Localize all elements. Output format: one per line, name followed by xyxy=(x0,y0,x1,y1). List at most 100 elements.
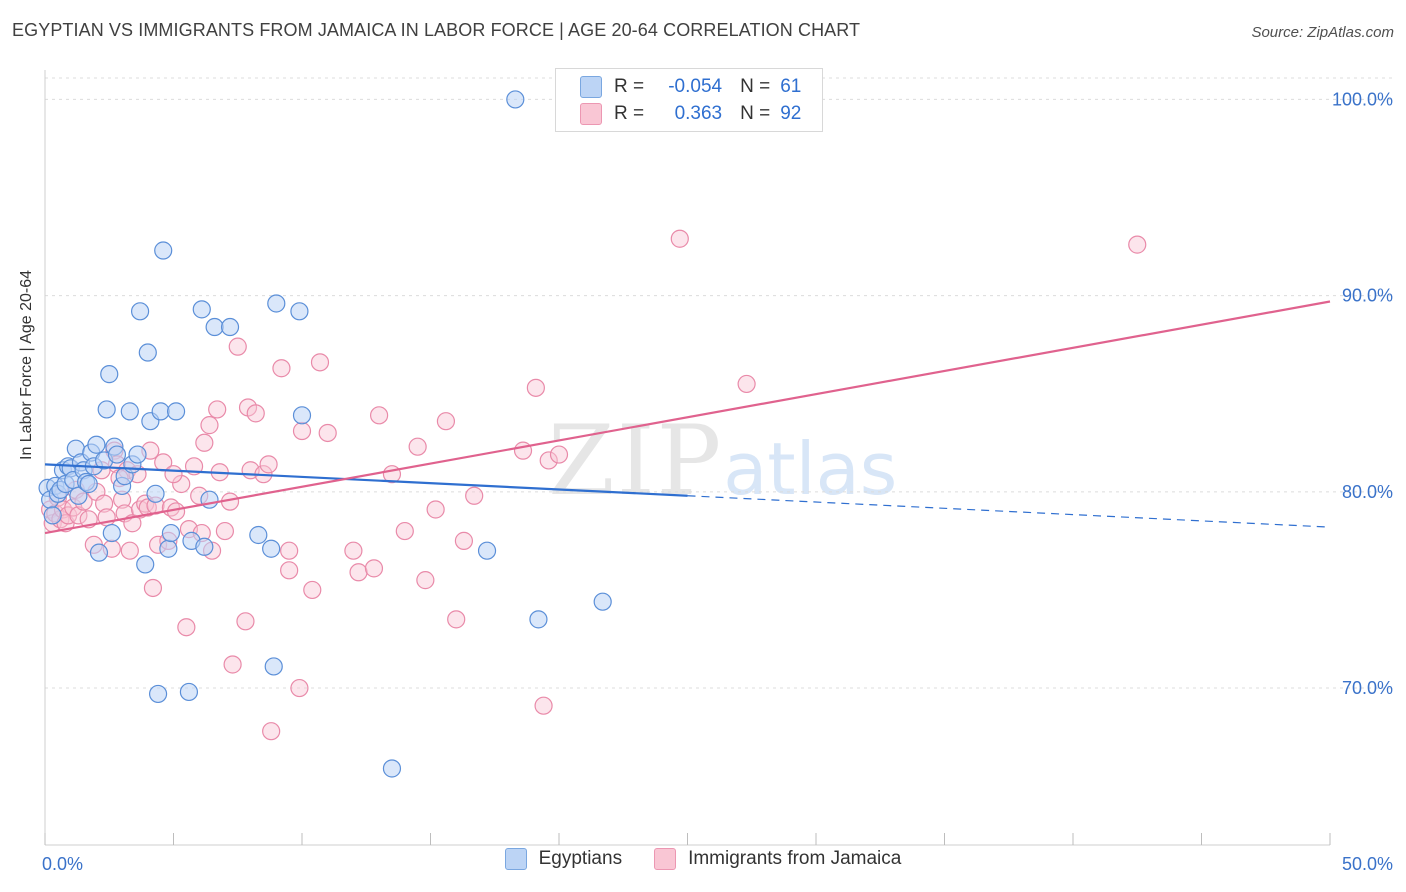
egyptians-point xyxy=(161,523,181,543)
jamaica-point xyxy=(513,441,533,460)
watermark-atlas: atlas xyxy=(723,427,898,511)
egyptians-point xyxy=(159,539,178,558)
egyptians-point xyxy=(154,241,173,260)
jamaica-point xyxy=(95,494,114,513)
jamaica-point xyxy=(143,578,163,598)
egyptians-point xyxy=(506,90,525,109)
egyptians-point xyxy=(97,400,116,419)
jamaica-point xyxy=(280,541,299,560)
jamaica-point xyxy=(526,378,545,397)
r-value: 0.363 xyxy=(674,103,723,124)
jamaica-point xyxy=(395,521,414,541)
jamaica-point xyxy=(208,400,227,419)
stats-row-egyptians: R = -0.054 N = 61 xyxy=(580,75,801,99)
jamaica-point xyxy=(426,500,445,519)
egyptians-trend-extension xyxy=(687,495,1331,528)
egyptians-point xyxy=(146,484,165,503)
jamaica-point xyxy=(236,612,255,631)
jamaica-point xyxy=(215,521,234,541)
jamaica-point xyxy=(259,455,278,474)
egyptians-point xyxy=(529,610,548,629)
watermark-zip: ZIP xyxy=(548,405,724,517)
r-label: R = xyxy=(614,103,645,124)
jamaica-point xyxy=(534,696,553,715)
jamaica-point xyxy=(549,445,569,464)
egyptians-legend-swatch xyxy=(504,848,527,870)
jamaica-point xyxy=(303,580,322,600)
jamaica-point xyxy=(364,559,384,578)
jamaica-point xyxy=(172,474,191,494)
y-tick-label: 80.0% xyxy=(1342,482,1393,502)
legend-label-jamaica: Immigrants from Jamaica xyxy=(688,848,902,869)
jamaica-point xyxy=(272,359,291,378)
egyptians-trend-line xyxy=(44,463,688,497)
jamaica-point xyxy=(436,412,456,431)
egyptians-point xyxy=(477,541,497,560)
jamaica-point xyxy=(120,541,139,560)
jamaica-point xyxy=(164,465,183,484)
jamaica-point xyxy=(416,571,435,590)
n-label: N = xyxy=(740,76,771,97)
egyptians-point xyxy=(290,302,309,321)
egyptians-point xyxy=(69,486,88,505)
egyptians-point xyxy=(192,300,211,319)
egyptians-point xyxy=(382,759,402,778)
legend-item-jamaica[interactable]: Immigrants from Jamaica xyxy=(654,848,901,870)
jamaica-point xyxy=(454,531,474,550)
jamaica-point xyxy=(349,563,368,582)
legend-label-egyptians: Egyptians xyxy=(538,848,623,869)
egyptians-point xyxy=(262,539,281,558)
jamaica-point xyxy=(670,229,689,248)
zipatlas-watermark: ZIPatlas xyxy=(548,405,897,517)
r-value: -0.054 xyxy=(668,76,723,97)
egyptians-point xyxy=(100,365,119,384)
egyptians-point xyxy=(87,435,106,454)
egyptians-point xyxy=(107,445,127,464)
jamaica-point xyxy=(246,404,265,423)
egyptians-point xyxy=(120,402,139,421)
jamaica-point xyxy=(1128,235,1147,254)
n-label: N = xyxy=(740,103,771,124)
egyptians-point xyxy=(249,525,268,545)
egyptians-point xyxy=(89,543,109,562)
jamaica-swatch xyxy=(580,103,602,125)
jamaica-point xyxy=(408,437,427,456)
egyptians-swatch xyxy=(580,76,602,98)
jamaica-point xyxy=(280,561,299,580)
x-tick-label: 50.0% xyxy=(1342,854,1393,874)
jamaica-point xyxy=(447,610,466,629)
egyptians-point xyxy=(128,445,147,464)
jamaica-point xyxy=(200,416,219,435)
egyptians-point xyxy=(205,317,224,337)
jamaica-point xyxy=(737,374,756,394)
y-tick-label: 100.0% xyxy=(1332,89,1393,109)
chart-title: EGYPTIAN VS IMMIGRANTS FROM JAMAICA IN L… xyxy=(12,20,861,40)
stats-row-jamaica: R = 0.363 N = 92 xyxy=(580,102,801,126)
egyptians-point xyxy=(130,302,150,321)
jamaica-point xyxy=(465,486,484,505)
legend-item-egyptians[interactable]: Egyptians xyxy=(504,848,623,870)
jamaica-point xyxy=(228,337,247,356)
source-label: Source: ZipAtlas.com xyxy=(1251,24,1394,41)
egyptians-point xyxy=(220,317,240,337)
egyptians-point xyxy=(166,402,186,421)
x-tick-label: 0.0% xyxy=(42,854,83,874)
jamaica-point xyxy=(310,353,330,372)
jamaica-point xyxy=(223,655,242,674)
egyptians-point xyxy=(102,523,121,543)
y-tick-label: 70.0% xyxy=(1342,678,1393,698)
r-label: R = xyxy=(614,76,645,97)
jamaica-trend-line xyxy=(44,300,1331,535)
jamaica-point xyxy=(69,506,88,525)
egyptians-point xyxy=(138,343,157,362)
egyptians-point xyxy=(200,490,219,509)
jamaica-point xyxy=(292,421,312,441)
jamaica-legend-swatch xyxy=(654,848,677,870)
jamaica-point xyxy=(344,541,363,560)
jamaica-point xyxy=(177,618,196,637)
n-value: 61 xyxy=(780,76,802,97)
y-tick-label: 90.0% xyxy=(1342,286,1393,306)
egyptians-point xyxy=(79,474,98,494)
egyptians-point xyxy=(179,682,199,702)
